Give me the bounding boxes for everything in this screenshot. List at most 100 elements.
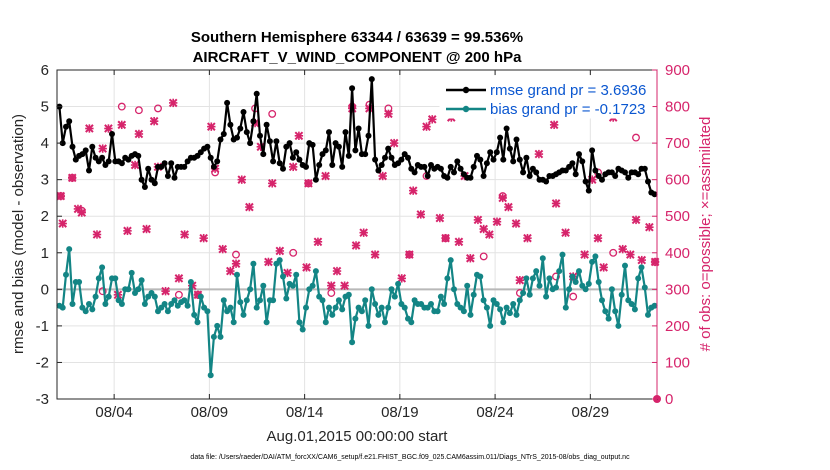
bias-point xyxy=(184,302,191,309)
bias-point xyxy=(187,279,194,285)
rmse-point xyxy=(86,167,92,174)
bias-point xyxy=(628,301,635,307)
rmse-point xyxy=(388,154,395,161)
bias-point xyxy=(95,275,102,282)
rmse-point xyxy=(296,156,303,163)
bias-point xyxy=(210,333,217,340)
obs-assimilated-marker xyxy=(326,281,336,290)
bias-point xyxy=(82,308,89,315)
rmse-point xyxy=(260,151,267,158)
bias-point xyxy=(520,290,527,296)
bias-point xyxy=(513,311,520,318)
bias-point xyxy=(253,304,260,311)
obs-assimilated-marker xyxy=(149,116,159,126)
obs-assimilated-marker xyxy=(549,120,559,130)
bias-point xyxy=(395,280,402,287)
bias-point xyxy=(270,297,277,304)
bias-point xyxy=(276,257,283,264)
obs-assimilated-marker xyxy=(551,199,561,208)
bias-point xyxy=(510,301,517,307)
rmse-point xyxy=(641,165,648,172)
rmse-point xyxy=(349,85,356,92)
bias-point xyxy=(391,293,398,300)
rmse-point xyxy=(335,143,342,150)
rmse-point xyxy=(220,131,227,137)
rmse-point xyxy=(454,158,461,165)
bias-point xyxy=(382,319,388,326)
obs-assimilated-marker xyxy=(389,138,399,148)
rmse-point xyxy=(516,156,523,163)
y-right-tick-label: 900 xyxy=(665,62,690,79)
bias-point xyxy=(582,286,589,293)
obs-assimilated-marker xyxy=(313,237,323,247)
bias-point xyxy=(480,297,487,304)
rmse-point xyxy=(411,169,418,176)
x-tick-label: 08/14 xyxy=(286,404,324,421)
rmse-point xyxy=(651,191,658,198)
obs-assimilated-marker xyxy=(631,215,641,225)
bias-point xyxy=(362,297,369,304)
bias-point xyxy=(322,319,329,326)
bias-point xyxy=(339,306,346,313)
rmse-point xyxy=(247,140,254,147)
bias-point xyxy=(296,319,303,326)
obs-possible-marker xyxy=(68,173,77,182)
obs-assimilated-marker xyxy=(206,122,216,131)
bias-point xyxy=(401,304,408,311)
bias-point xyxy=(257,297,263,304)
bias-point xyxy=(63,271,69,278)
rmse-point xyxy=(89,143,96,150)
rmse-point xyxy=(293,149,300,156)
rmse-point xyxy=(421,163,428,170)
obs-possible-marker xyxy=(117,102,126,111)
chart-title: Southern Hemisphere 63344 / 63639 = 99.5… xyxy=(191,29,523,46)
obs-possible-marker xyxy=(77,206,86,215)
bias-point xyxy=(227,304,234,311)
bias-point xyxy=(352,315,359,322)
bias-point xyxy=(125,286,132,293)
y-right-tick-label: 200 xyxy=(665,318,690,335)
bias-point xyxy=(299,326,306,333)
bias-point xyxy=(546,275,553,282)
bias-point xyxy=(566,286,573,293)
bias-point xyxy=(533,268,540,275)
y-tick-label: -1 xyxy=(36,318,49,335)
bias-point xyxy=(69,301,76,307)
bias-point xyxy=(378,304,385,311)
bias-point xyxy=(618,291,625,298)
rmse-point xyxy=(368,76,375,83)
obs-possible-marker xyxy=(154,104,162,113)
bias-point xyxy=(592,253,599,260)
bias-point xyxy=(138,277,145,284)
rmse-point xyxy=(533,169,540,176)
bias-point xyxy=(500,319,507,326)
rmse-point xyxy=(589,147,596,154)
rmse-point xyxy=(470,163,477,170)
rmse-point xyxy=(105,158,112,165)
obs-assimilated-marker xyxy=(85,124,94,133)
rmse-point xyxy=(447,163,454,170)
bias-point xyxy=(526,291,533,298)
x-tick-label: 08/04 xyxy=(95,404,133,421)
bias-point xyxy=(536,282,543,289)
bias-point xyxy=(562,304,569,311)
rmse-point xyxy=(513,136,520,143)
bias-point xyxy=(470,291,477,298)
bias-point xyxy=(608,286,615,293)
rmse-series xyxy=(56,76,658,198)
rmse-point xyxy=(263,121,270,128)
bias-point xyxy=(214,322,221,329)
rmse-point xyxy=(303,163,309,170)
obs-possible-marker xyxy=(327,289,336,297)
obs-possible-marker xyxy=(98,287,107,296)
obs-assimilated-marker xyxy=(473,215,483,225)
obs-assimilated-marker xyxy=(645,222,654,232)
bias-point xyxy=(467,311,474,318)
bias-point xyxy=(197,293,204,300)
bias-point xyxy=(503,304,510,311)
rmse-point xyxy=(523,154,530,161)
rmse-point xyxy=(276,160,283,167)
bias-point xyxy=(240,311,247,318)
y-right-tick-label: 800 xyxy=(665,99,690,116)
bias-point xyxy=(375,311,382,318)
